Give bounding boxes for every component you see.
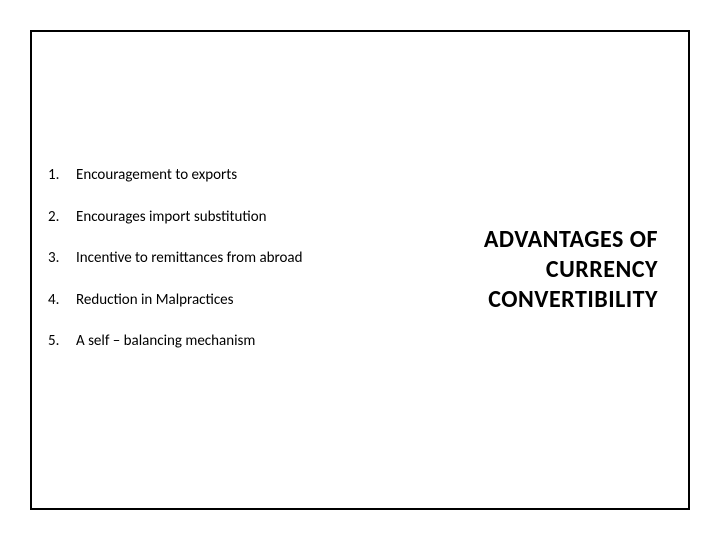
list-number: 2. <box>48 208 76 228</box>
list-column: 1. Encouragement to exports 2. Encourage… <box>32 146 360 394</box>
title-column: ADVANTAGES OF CURRENCY CONVERTIBILITY <box>360 205 688 335</box>
list-number: 4. <box>48 291 76 311</box>
list-number: 1. <box>48 166 76 186</box>
list-number: 3. <box>48 249 76 269</box>
list-item: 4. Reduction in Malpractices <box>48 291 340 311</box>
title-line-3: CONVERTIBILITY <box>488 285 658 315</box>
list-text: A self – balancing mechanism <box>76 332 340 352</box>
list-item: 1. Encouragement to exports <box>48 166 340 186</box>
title-line-1: ADVANTAGES OF <box>484 225 658 255</box>
list-item: 3. Incentive to remittances from abroad <box>48 249 340 269</box>
list-text: Encouragement to exports <box>76 166 340 186</box>
list-text: Incentive to remittances from abroad <box>76 249 340 269</box>
list-text: Reduction in Malpractices <box>76 291 340 311</box>
title-line-2: CURRENCY <box>546 255 658 285</box>
list-text: Encourages import substitution <box>76 208 340 228</box>
slide-frame: 1. Encouragement to exports 2. Encourage… <box>30 30 690 510</box>
list-item: 2. Encourages import substitution <box>48 208 340 228</box>
list-item: 5. A self – balancing mechanism <box>48 332 340 352</box>
list-number: 5. <box>48 332 76 352</box>
